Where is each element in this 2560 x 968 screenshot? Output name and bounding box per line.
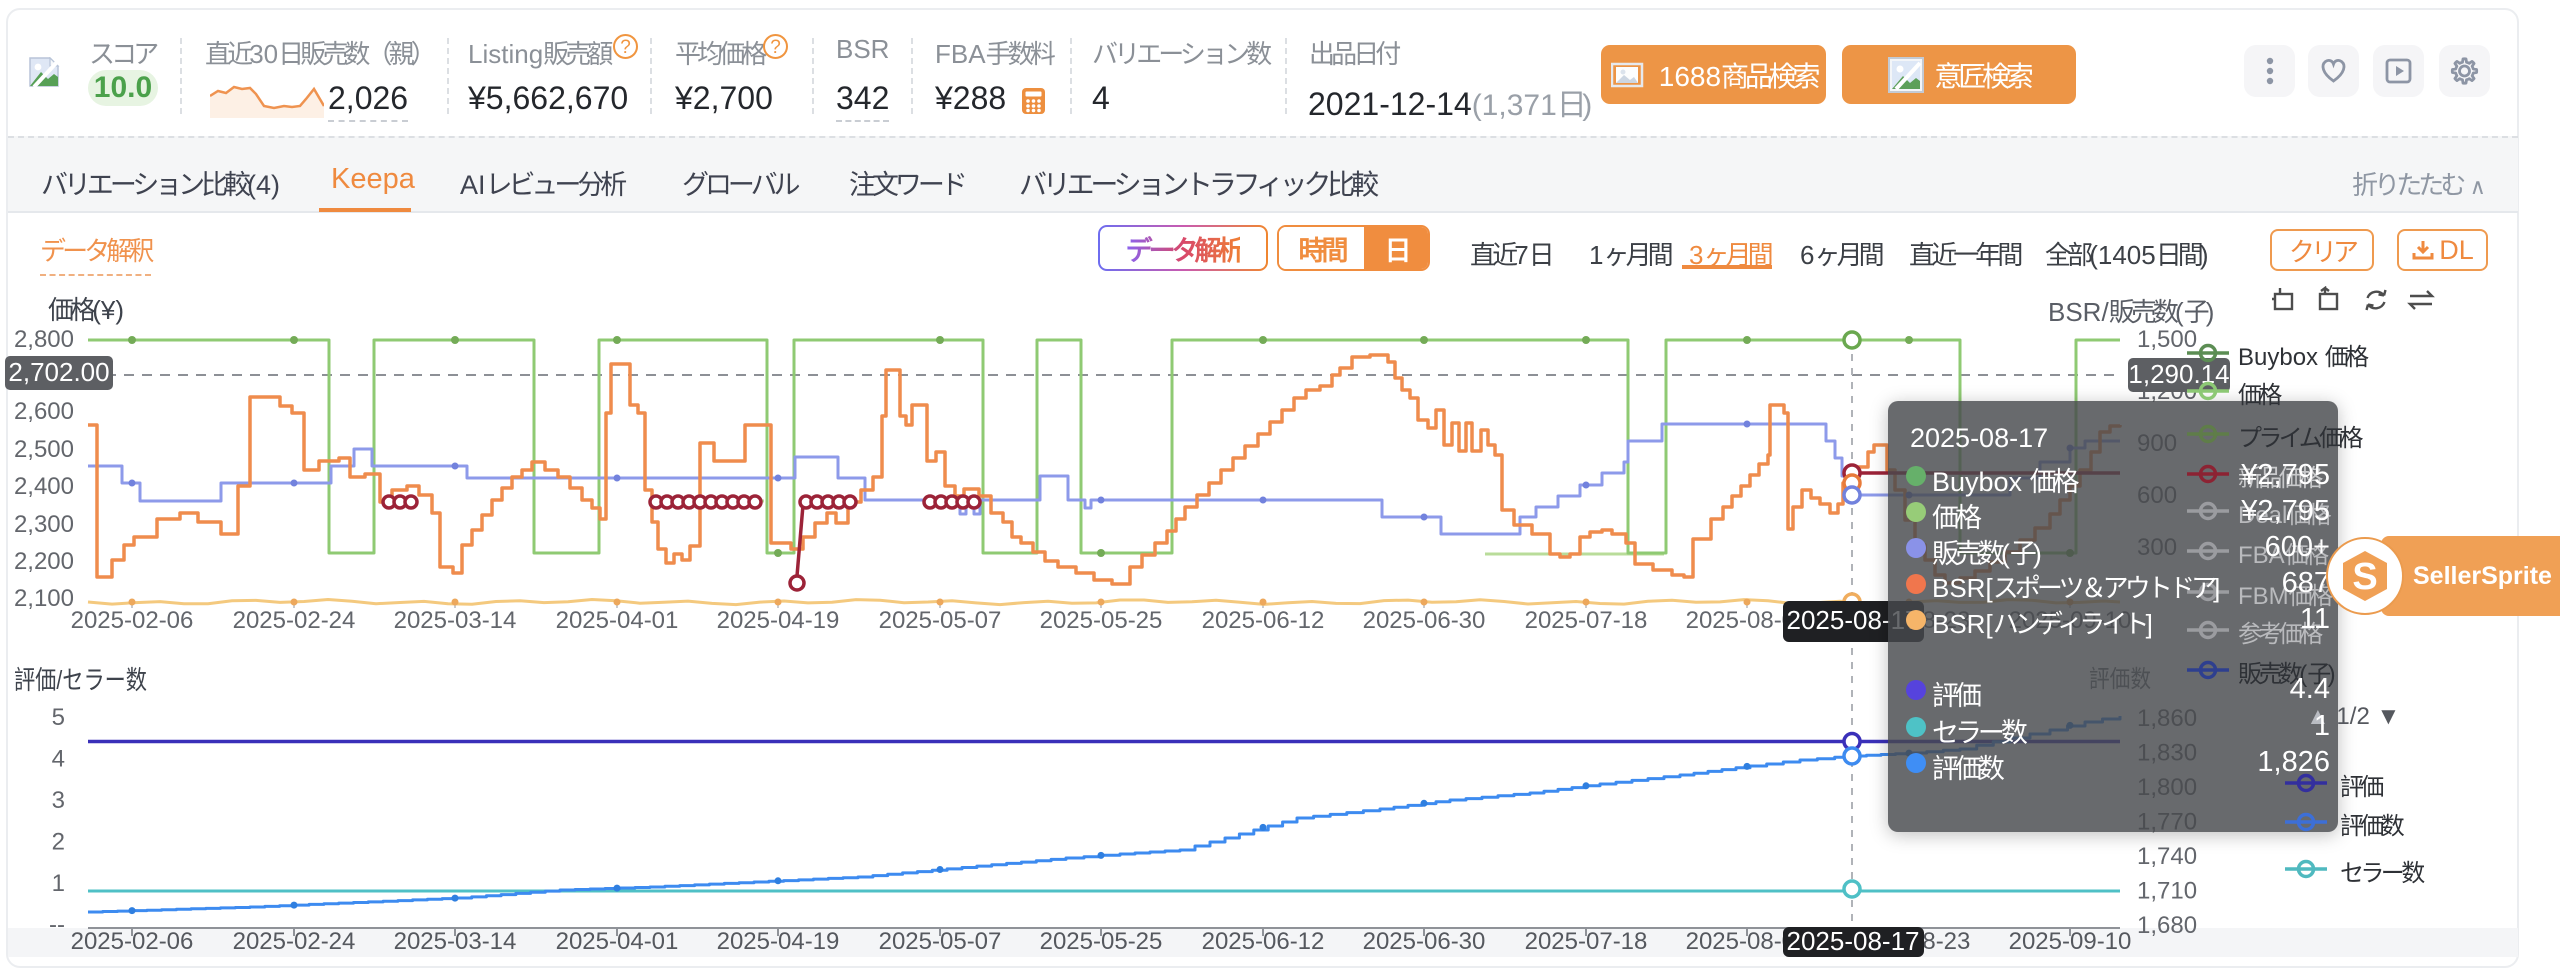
svg-text:2,300: 2,300 xyxy=(14,511,74,538)
svg-text:2,800: 2,800 xyxy=(14,326,74,353)
svg-text:2025-07-18: 2025-07-18 xyxy=(1525,928,1648,955)
svg-text:2025-02-06: 2025-02-06 xyxy=(71,928,194,955)
svg-text:4: 4 xyxy=(52,746,65,773)
svg-text:2025-07-18: 2025-07-18 xyxy=(1525,607,1648,634)
svg-text:2025-03-14: 2025-03-14 xyxy=(394,607,517,634)
svg-text:2: 2 xyxy=(52,829,65,856)
svg-text:2025-03-14: 2025-03-14 xyxy=(394,928,517,955)
svg-text:2025-06-30: 2025-06-30 xyxy=(1363,607,1486,634)
svg-text:2025-08-17: 2025-08-17 xyxy=(1787,926,1920,956)
svg-text:1,500: 1,500 xyxy=(2137,326,2197,353)
svg-text:1,740: 1,740 xyxy=(2137,843,2197,870)
svg-text:2025-04-01: 2025-04-01 xyxy=(556,607,679,634)
svg-text:2025-05-07: 2025-05-07 xyxy=(879,928,1002,955)
svg-text:1,710: 1,710 xyxy=(2137,878,2197,905)
svg-text:評価/セラー数: 評価/セラー数 xyxy=(14,665,147,695)
svg-text:2,200: 2,200 xyxy=(14,548,74,575)
svg-text:2025-05-25: 2025-05-25 xyxy=(1040,928,1163,955)
svg-text:2025-04-19: 2025-04-19 xyxy=(717,928,840,955)
svg-text:--: -- xyxy=(49,912,65,939)
svg-text:1: 1 xyxy=(52,870,65,897)
svg-text:2025-02-24: 2025-02-24 xyxy=(233,928,356,955)
svg-text:2025-04-01: 2025-04-01 xyxy=(556,928,679,955)
svg-text:2025-05-07: 2025-05-07 xyxy=(879,607,1002,634)
svg-text:2,100: 2,100 xyxy=(14,585,74,612)
svg-text:2,702.00: 2,702.00 xyxy=(8,357,109,387)
svg-text:3: 3 xyxy=(52,787,65,814)
svg-text:2,400: 2,400 xyxy=(14,473,74,500)
svg-text:2025-04-19: 2025-04-19 xyxy=(717,607,840,634)
svg-text:2025-06-12: 2025-06-12 xyxy=(1202,928,1325,955)
svg-text:2,500: 2,500 xyxy=(14,436,74,463)
svg-text:2025-06-30: 2025-06-30 xyxy=(1363,928,1486,955)
svg-text:2025-05-25: 2025-05-25 xyxy=(1040,607,1163,634)
svg-text:2025-09-10: 2025-09-10 xyxy=(2009,928,2132,955)
svg-text:2025-06-12: 2025-06-12 xyxy=(1202,607,1325,634)
svg-text:S: S xyxy=(2352,556,2377,598)
svg-text:2025-02-06: 2025-02-06 xyxy=(71,607,194,634)
svg-text:2025-02-24: 2025-02-24 xyxy=(233,607,356,634)
svg-text:1,680: 1,680 xyxy=(2137,912,2197,939)
svg-text:5: 5 xyxy=(52,704,65,731)
svg-text:2,600: 2,600 xyxy=(14,398,74,425)
